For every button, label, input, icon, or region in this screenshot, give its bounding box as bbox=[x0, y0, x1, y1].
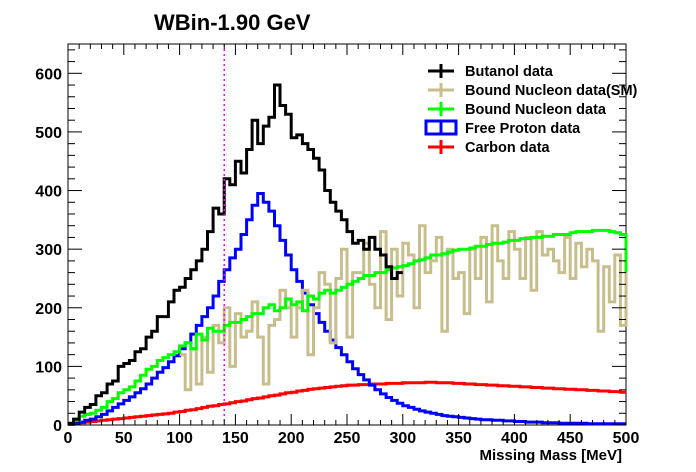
series-bound-nucleon-data bbox=[68, 228, 628, 426]
x-tick-label: 500 bbox=[613, 430, 640, 447]
y-tick-label: 100 bbox=[35, 359, 62, 376]
series-carbon-data bbox=[68, 380, 626, 426]
legend-entry-carbon-data: Carbon data bbox=[428, 140, 551, 156]
legend-label: Bound Nucleon data bbox=[465, 102, 607, 118]
y-tick-label: 200 bbox=[35, 301, 62, 318]
series-bound-nucleon-data-sm bbox=[179, 224, 628, 392]
legend-label: Carbon data bbox=[465, 140, 551, 156]
x-tick-label: 200 bbox=[278, 430, 305, 447]
y-tick-label: 0 bbox=[53, 418, 62, 435]
y-tick-label: 300 bbox=[35, 242, 62, 259]
x-tick-label: 400 bbox=[501, 430, 528, 447]
legend-entry-butanol-data: Butanol data bbox=[428, 64, 554, 80]
legend-label: Butanol data bbox=[465, 64, 554, 80]
legend: Butanol data Bound Nucleon data(SM) Bound … bbox=[424, 64, 638, 156]
x-tick-label: 100 bbox=[166, 430, 193, 447]
chart-title: WBin-1.90 GeV bbox=[154, 10, 311, 35]
x-axis-title: Missing Mass [MeV] bbox=[479, 447, 622, 464]
legend-entry-bound-nucleon-data-sm: Bound Nucleon data(SM) bbox=[428, 83, 638, 99]
legend-label: Bound Nucleon data(SM) bbox=[465, 83, 638, 99]
series-butanol-data bbox=[68, 83, 403, 425]
x-tick-label: 450 bbox=[557, 430, 584, 447]
x-tick-label: 0 bbox=[64, 430, 73, 447]
legend-entry-bound-nucleon-data: Bound Nucleon data bbox=[428, 102, 607, 118]
x-tick-label: 300 bbox=[389, 430, 416, 447]
x-tick-label: 150 bbox=[222, 430, 249, 447]
legend-label: Free Proton data bbox=[465, 121, 581, 137]
y-tick-label: 500 bbox=[35, 125, 62, 142]
y-tick-label: 600 bbox=[35, 66, 62, 83]
x-tick-label: 350 bbox=[445, 430, 472, 447]
y-tick-label: 400 bbox=[35, 184, 62, 201]
x-tick-label: 50 bbox=[115, 430, 133, 447]
legend-entry-free-proton-data: Free Proton data bbox=[424, 119, 581, 137]
x-tick-label: 250 bbox=[334, 430, 361, 447]
axis-layer: 0 50 100 150 200 250 300 350 400 450 500 0 100 200 300… bbox=[35, 44, 639, 447]
